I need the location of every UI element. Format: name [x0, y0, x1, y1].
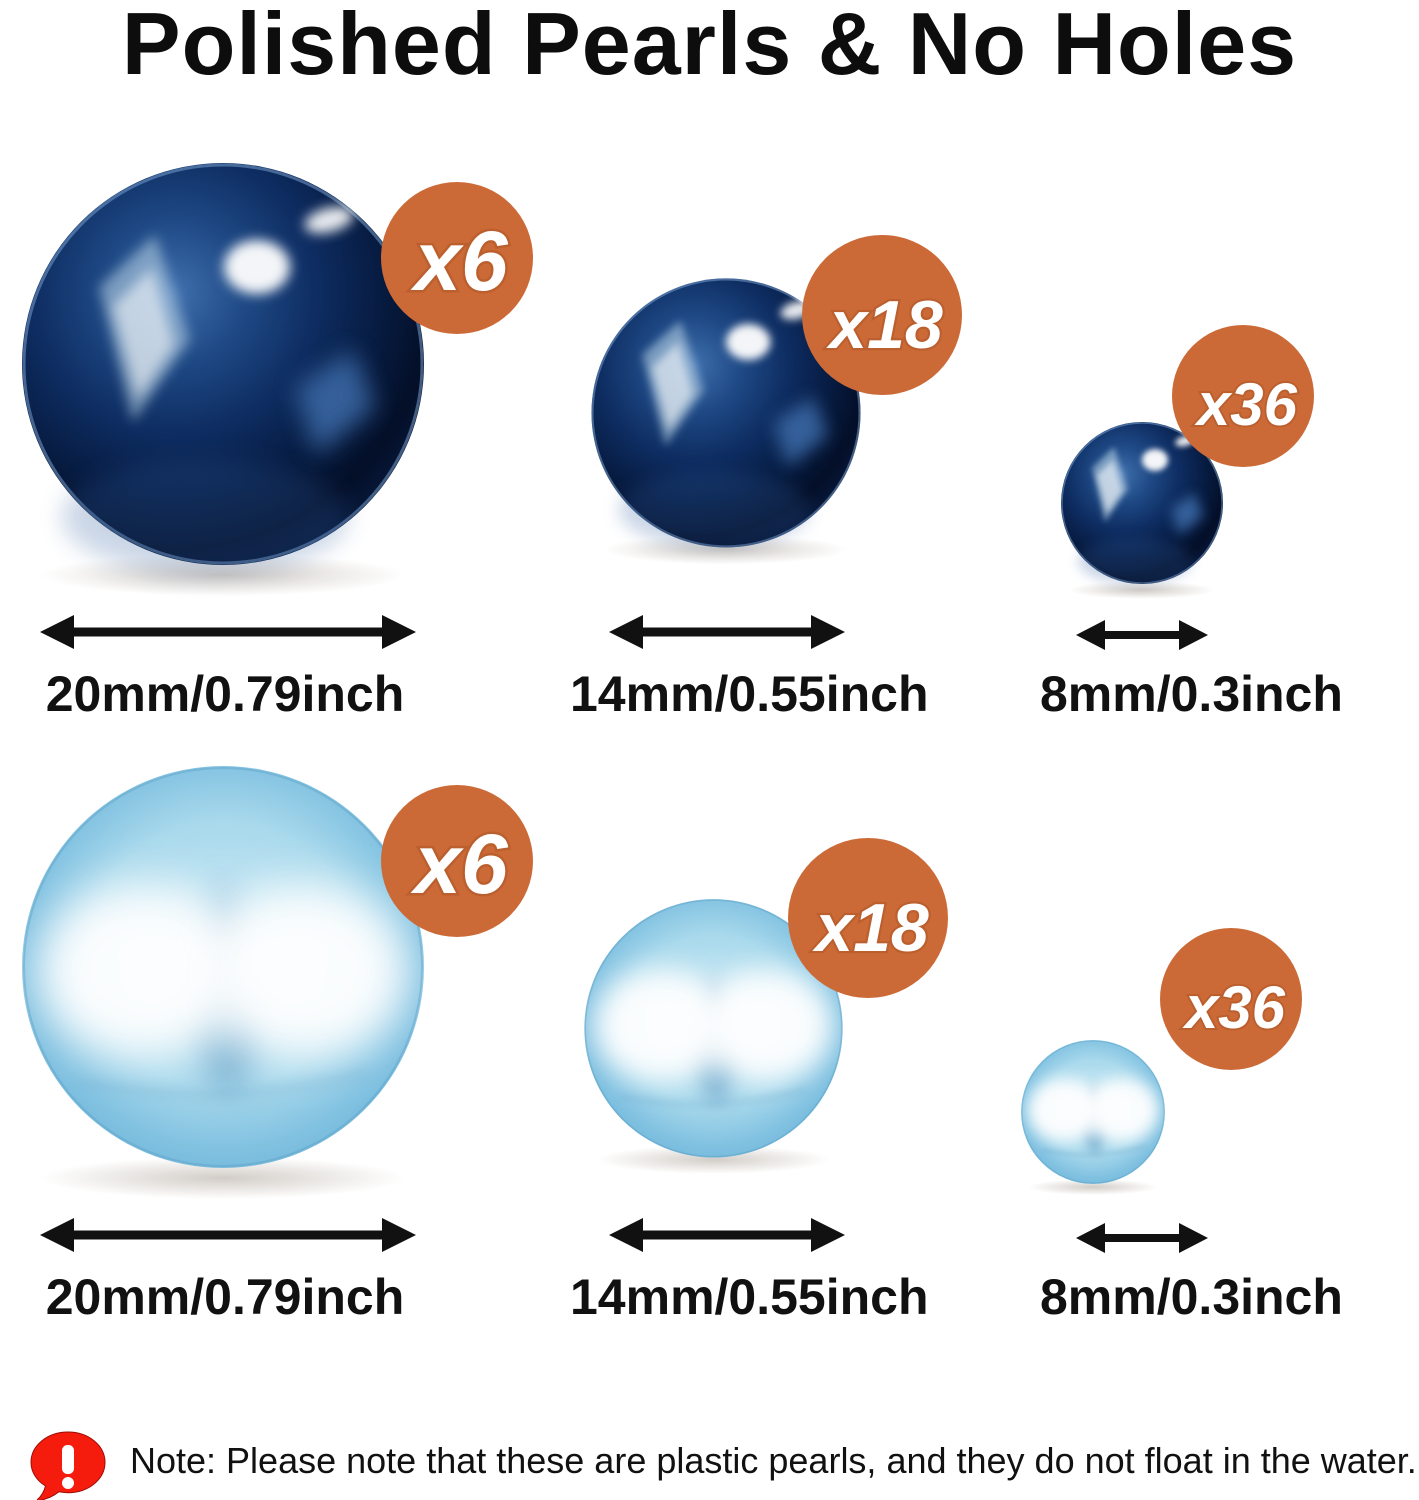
svg-text:x36: x36 — [1194, 371, 1298, 438]
svg-text:x18: x18 — [812, 890, 929, 966]
svg-text:x6: x6 — [410, 214, 509, 308]
svg-text:x18: x18 — [826, 287, 943, 363]
svg-text:x36: x36 — [1182, 974, 1286, 1041]
svg-text:x6: x6 — [410, 817, 509, 911]
